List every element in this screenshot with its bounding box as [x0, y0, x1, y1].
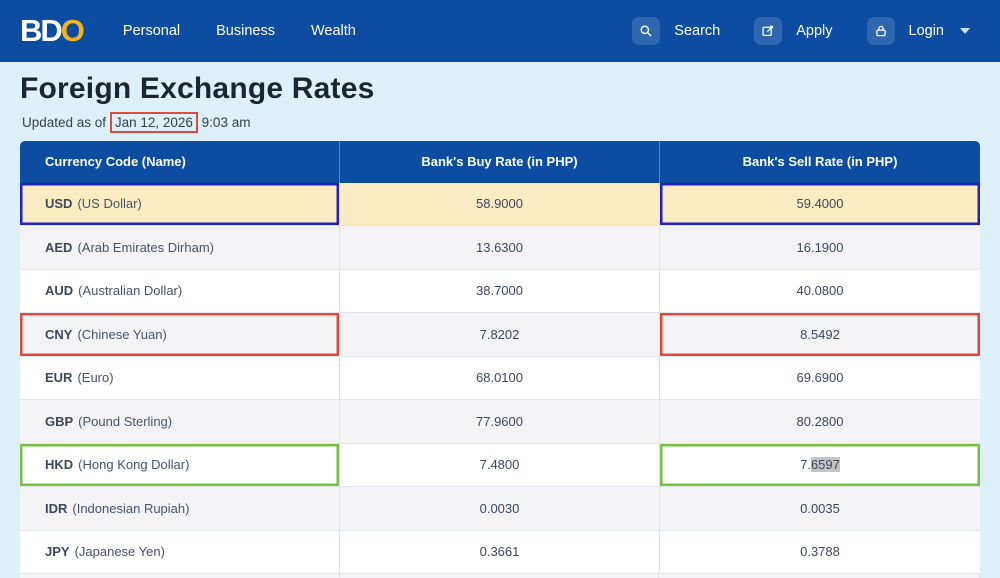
currency-cell: AED (Arab Emirates Dirham)	[20, 226, 340, 270]
currency-name: (Australian Dollar)	[78, 283, 183, 299]
table-row-gbp: GBP (Pound Sterling) 77.9600 80.2800	[20, 400, 980, 444]
table-row-jpy: JPY (Japanese Yen) 0.3661 0.3788	[20, 530, 980, 574]
search-icon[interactable]	[632, 17, 661, 45]
currency-name: (Arab Emirates Dirham)	[77, 239, 214, 255]
currency-cell: HKD (Hong Kong Dollar)	[20, 443, 340, 487]
sell-rate-cell: 16.1900	[660, 226, 980, 270]
table-row-idr: IDR (Indonesian Rupiah) 0.0030 0.0035	[20, 487, 980, 531]
apply-action[interactable]: Apply	[754, 17, 833, 45]
sell-rate-cell: 40.0800	[660, 270, 980, 313]
currency-cell: CNY (Chinese Yuan)	[20, 313, 340, 357]
currency-code: EUR	[45, 370, 73, 386]
partial-cell	[659, 574, 979, 578]
edit-icon[interactable]	[754, 17, 783, 45]
currency-name: (Japanese Yen)	[74, 544, 165, 560]
currency-code: GBP	[45, 413, 74, 429]
partial-cell	[340, 574, 660, 578]
login-label: Login	[908, 23, 944, 39]
buy-rate-cell: 0.3661	[340, 530, 660, 574]
buy-rate-cell: 7.8202	[340, 313, 660, 357]
sell-rate-cell: 8.5492	[660, 313, 980, 357]
buy-rate-cell: 13.6300	[340, 226, 660, 270]
chevron-down-icon	[960, 28, 970, 34]
updated-prefix: Updated as of	[22, 115, 107, 130]
table-row-aed: AED (Arab Emirates Dirham) 13.6300 16.1900	[20, 226, 980, 270]
sell-rate-cell: 80.2800	[660, 400, 980, 444]
buy-rate-cell: 38.7000	[340, 269, 660, 313]
currency-cell: GBP (Pound Sterling)	[20, 400, 340, 444]
fx-rates-table: Currency Code (Name) Bank's Buy Rate (in…	[20, 141, 980, 578]
updated-date-annotation: Jan 12, 2026	[109, 112, 198, 133]
nav-personal[interactable]: Personal	[122, 23, 181, 39]
table-row-aud: AUD (Australian Dollar) 38.7000 40.0800	[20, 269, 980, 313]
main-nav: Personal Business Wealth	[123, 23, 356, 39]
top-navbar: BDO Personal Business Wealth Search	[0, 0, 1000, 62]
currency-name: (Indonesian Rupiah)	[72, 500, 190, 516]
nav-wealth[interactable]: Wealth	[310, 23, 356, 39]
currency-name: (Hong Kong Dollar)	[78, 457, 190, 473]
bdo-logo[interactable]: BDO	[20, 13, 85, 49]
currency-name: (Chinese Yuan)	[77, 326, 167, 342]
logo-text-o: O	[60, 13, 85, 48]
nav-actions: Search Apply Login	[632, 17, 970, 45]
currency-name: (Euro)	[77, 370, 114, 386]
search-label: Search	[674, 23, 721, 39]
page-title: Foreign Exchange Rates	[20, 72, 375, 105]
apply-label: Apply	[796, 23, 833, 39]
currency-code: HKD	[45, 457, 74, 473]
sell-rate-cell: 0.0035	[660, 487, 980, 531]
table-row-hkd: HKD (Hong Kong Dollar) 7.4800 7. 6597	[20, 443, 980, 487]
updated-text: Updated as of Jan 12, 2026 9:03 am	[20, 112, 980, 133]
nav-business[interactable]: Business	[216, 23, 275, 39]
search-action[interactable]: Search	[632, 17, 720, 45]
header-sell-rate: Bank's Sell Rate (in PHP)	[742, 154, 898, 170]
header-buy-rate: Bank's Buy Rate (in PHP)	[340, 141, 660, 183]
currency-code: AED	[45, 239, 73, 255]
buy-rate-cell: 7.4800	[340, 443, 660, 487]
buy-rate-cell: 77.9600	[340, 400, 660, 444]
table-row-usd: USD (US Dollar) 58.9000 59.4000	[20, 182, 980, 226]
currency-cell: USD (US Dollar)	[20, 182, 340, 226]
fx-table-body: USD (US Dollar) 58.9000 59.4000 AED (Arab Emi…	[20, 182, 980, 574]
login-action[interactable]: Login	[866, 17, 970, 45]
updated-time: 9:03 am	[201, 115, 251, 130]
logo-text-bd: BD	[20, 13, 63, 48]
selected-text: 6597	[810, 457, 840, 473]
currency-code: JPY	[45, 544, 70, 560]
currency-cell: JPY (Japanese Yen)	[20, 530, 340, 574]
buy-rate-cell: 68.0100	[340, 356, 660, 400]
table-row-partial	[20, 574, 980, 578]
buy-rate-cell: 58.9000	[340, 182, 660, 226]
partial-cell	[20, 574, 340, 578]
sell-rate-cell: 59.4000	[660, 183, 980, 226]
currency-cell: IDR (Indonesian Rupiah)	[20, 487, 340, 531]
buy-rate-cell: 0.0030	[340, 487, 660, 531]
currency-name: (US Dollar)	[77, 196, 142, 212]
table-row-eur: EUR (Euro) 68.0100 69.6900	[20, 356, 980, 400]
currency-code: IDR	[45, 500, 68, 516]
header-currency-code: Currency Code (Name)	[20, 141, 340, 183]
currency-code: CNY	[45, 326, 73, 342]
currency-name: (Pound Sterling)	[78, 413, 173, 429]
table-row-cny: CNY (Chinese Yuan) 7.8202 8.5492	[20, 313, 980, 357]
currency-code: USD	[45, 196, 73, 212]
page-content: Foreign Exchange Rates Updated as of Jan…	[0, 72, 1000, 578]
currency-cell: EUR (Euro)	[20, 356, 340, 400]
currency-cell: AUD (Australian Dollar)	[20, 269, 340, 313]
table-header-row: Currency Code (Name) Bank's Buy Rate (in…	[20, 141, 980, 183]
lock-icon[interactable]	[866, 17, 895, 45]
sell-rate-cell: 69.6900	[660, 357, 980, 400]
sell-rate-cell: 0.3788	[660, 531, 980, 574]
currency-code: AUD	[45, 283, 74, 299]
sell-rate-cell: 7. 6597	[660, 444, 980, 487]
